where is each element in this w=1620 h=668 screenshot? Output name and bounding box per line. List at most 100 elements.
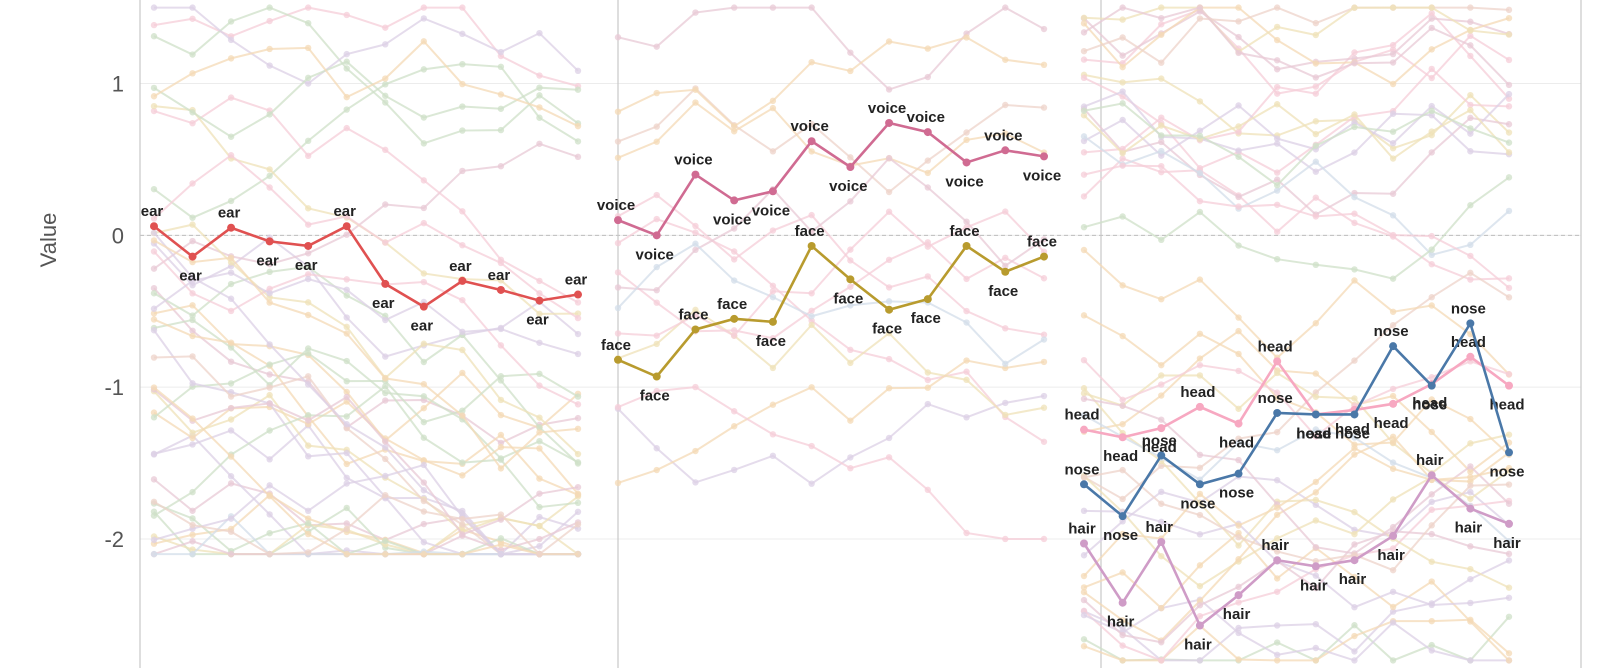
background-point — [189, 290, 196, 297]
background-point — [304, 549, 312, 556]
background-point — [924, 157, 932, 164]
data-point-face — [807, 241, 816, 250]
background-point — [536, 503, 543, 511]
background-point — [497, 373, 505, 380]
background-point — [459, 346, 466, 354]
series-line-face — [617, 243, 1045, 379]
background-point — [1196, 511, 1204, 519]
data-point-nose — [1273, 408, 1282, 417]
background-point — [963, 136, 970, 144]
background-line — [153, 502, 578, 556]
point-label-face: face — [911, 310, 941, 327]
data-point-head — [1389, 399, 1398, 408]
background-point — [1389, 212, 1397, 219]
background-point — [420, 204, 428, 212]
data-point-ear — [574, 290, 582, 299]
data-point-ear — [265, 237, 274, 246]
background-point — [1119, 155, 1126, 162]
background-point — [150, 305, 158, 312]
background-point — [343, 474, 350, 482]
background-point — [150, 290, 158, 297]
background-point — [574, 483, 582, 491]
point-label-nose: nose — [1412, 397, 1447, 414]
background-point — [1351, 573, 1358, 581]
background-point — [1428, 491, 1435, 498]
background-point — [1351, 4, 1358, 11]
background-point — [1002, 4, 1009, 11]
background-point — [1235, 128, 1242, 136]
background-point — [382, 353, 389, 360]
background-point — [1467, 482, 1474, 489]
background-point — [497, 91, 505, 98]
data-point-face — [1001, 267, 1010, 276]
background-point — [1273, 135, 1281, 142]
background-point — [1428, 107, 1435, 115]
data-point-voice — [885, 118, 894, 127]
background-point — [227, 36, 235, 44]
background-point — [1119, 16, 1126, 23]
background-line — [1083, 414, 1510, 542]
background-point — [1467, 657, 1474, 664]
background-point — [227, 280, 235, 288]
background-point — [692, 99, 699, 106]
background-point — [1158, 381, 1165, 388]
background-point — [304, 507, 312, 515]
background-line — [153, 6, 579, 88]
background-point — [1312, 370, 1320, 377]
background-point — [227, 344, 235, 351]
background-line — [153, 39, 579, 128]
background-point — [574, 508, 582, 516]
background-point — [885, 188, 893, 196]
background-point — [1040, 392, 1048, 400]
background-point — [1158, 138, 1165, 146]
background-point — [189, 546, 196, 553]
background-point — [885, 154, 893, 162]
point-label-hair: hair — [1300, 577, 1328, 594]
background-point — [1235, 367, 1242, 375]
background-point — [1235, 193, 1242, 201]
background-point — [808, 4, 815, 11]
background-point — [497, 465, 505, 472]
background-point — [730, 225, 738, 232]
point-label-ear: ear — [141, 203, 164, 220]
background-line — [1083, 176, 1510, 280]
data-point-hair — [1311, 562, 1320, 571]
background-point — [924, 376, 932, 384]
background-point — [885, 38, 893, 45]
background-point — [266, 427, 273, 434]
background-point — [382, 444, 389, 451]
background-point — [574, 350, 582, 358]
background-point — [497, 396, 505, 404]
background-point — [730, 256, 738, 263]
background-point — [1080, 137, 1088, 145]
background-point — [343, 388, 350, 396]
background-point — [1312, 19, 1320, 27]
background-point — [1080, 246, 1088, 254]
background-point — [1158, 604, 1165, 612]
background-point — [769, 288, 777, 295]
background-point — [1505, 174, 1513, 181]
background-point — [808, 313, 815, 320]
background-point — [1467, 52, 1474, 60]
point-label-ear: ear — [411, 318, 434, 335]
background-line — [1083, 6, 1510, 53]
background-point — [1273, 4, 1281, 11]
background-point — [536, 339, 543, 346]
background-point — [1389, 4, 1397, 11]
background-point — [574, 67, 582, 75]
background-point — [808, 211, 815, 219]
background-point — [1196, 490, 1204, 498]
background-point — [1080, 385, 1088, 392]
background-point — [1119, 617, 1126, 624]
background-point — [1428, 46, 1435, 53]
background-point — [1273, 535, 1281, 542]
background-point — [1273, 83, 1281, 91]
background-point — [692, 229, 699, 236]
background-point — [420, 358, 428, 366]
background-point — [189, 277, 196, 284]
background-point — [1467, 575, 1474, 583]
background-line — [1083, 499, 1510, 662]
background-point — [1467, 148, 1474, 155]
data-point-nose — [1389, 342, 1398, 351]
background-point — [150, 550, 158, 558]
